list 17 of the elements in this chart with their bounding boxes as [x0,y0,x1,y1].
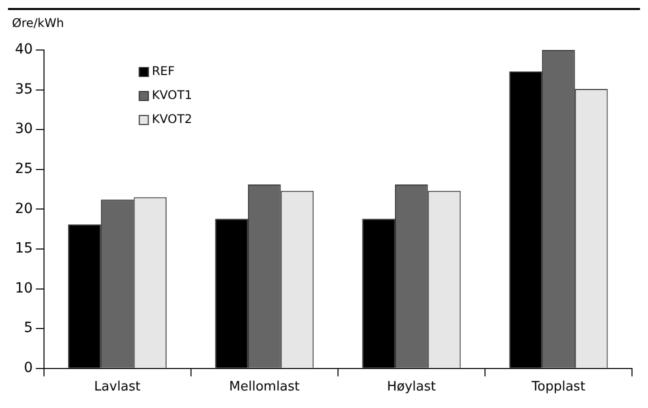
y-axis-title: Øre/kWh [12,16,64,30]
y-tick-label: 20 [14,200,33,217]
y-tick-label: 25 [14,161,33,178]
y-tick-label: 5 [24,320,33,336]
y-tick-label: 35 [14,81,33,98]
y-tick-label: 30 [14,121,33,138]
x-tick-label: Lavlast [94,380,141,395]
legend-label: KVOT2 [152,112,192,126]
y-tick-label: 0 [24,360,33,376]
x-tick-label: Topplast [530,380,586,395]
x-tick-label: Høylast [386,380,436,395]
y-tick-label: 15 [14,240,33,257]
x-tick-label: Mellomlast [229,380,300,395]
y-tick-label: 40 [14,42,33,58]
legend-label: REF [152,64,175,78]
legend-label: KVOT1 [152,88,192,102]
y-tick-label: 10 [14,280,33,296]
